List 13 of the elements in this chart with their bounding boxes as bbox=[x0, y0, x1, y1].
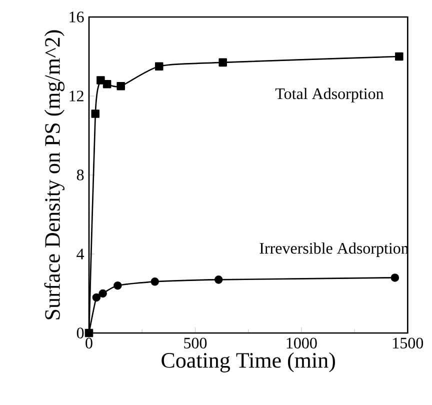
y-tick-label: 4 bbox=[76, 248, 84, 260]
x-tick-label: 0 bbox=[86, 338, 92, 348]
x-tick-label: 500 bbox=[184, 338, 207, 348]
x-axis-title: Coating Time (min) bbox=[162, 352, 335, 372]
y-tick-label: 12 bbox=[70, 90, 84, 102]
y-tick-label: 8 bbox=[76, 170, 84, 180]
y-tick-label: 16 bbox=[70, 12, 84, 22]
y-tick-label: 0 bbox=[76, 328, 84, 338]
y-axis-title: Surface Density on PS (mg/m^2) bbox=[44, 30, 64, 320]
series-label: Total Adsorption bbox=[275, 88, 384, 102]
x-tick-label: 1000 bbox=[286, 338, 317, 348]
x-tick-label: 1500 bbox=[393, 338, 424, 348]
series-label: Irreversible Adsorption bbox=[260, 242, 409, 257]
